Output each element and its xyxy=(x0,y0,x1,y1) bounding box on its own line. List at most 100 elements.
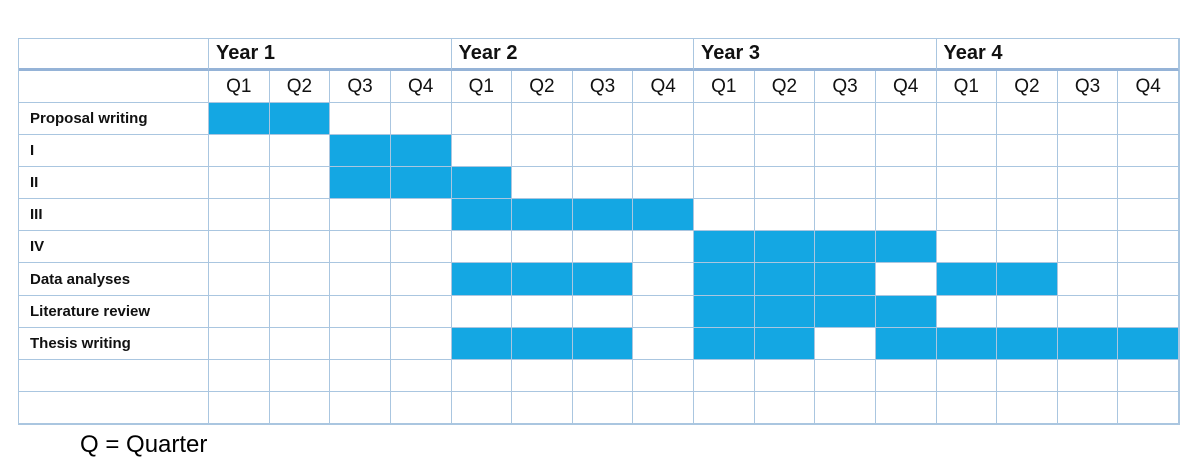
gantt-cell-filled xyxy=(633,199,694,232)
quarter-header-y1-q3: Q3 xyxy=(330,71,391,103)
corner-cell-quarter xyxy=(19,71,209,103)
gantt-cell xyxy=(330,391,391,424)
gantt-cell xyxy=(330,231,391,264)
gantt-cell xyxy=(1057,263,1119,296)
gantt-cell xyxy=(633,359,694,392)
gantt-cell xyxy=(330,327,391,360)
gantt-cell xyxy=(330,359,391,392)
gantt-cell xyxy=(330,263,391,296)
gantt-cell xyxy=(694,167,755,200)
quarter-header-y3-q1: Q1 xyxy=(694,71,755,103)
gantt-cell-filled xyxy=(1118,327,1179,360)
gantt-cell xyxy=(1057,391,1119,424)
gantt-cell xyxy=(330,199,391,232)
gantt-cell xyxy=(512,135,573,168)
gantt-cell xyxy=(512,167,573,200)
gantt-cell xyxy=(1057,135,1119,168)
quarter-header-y3-q2: Q2 xyxy=(754,71,816,103)
quarter-header-y2-q2: Q2 xyxy=(512,71,573,103)
gantt-cell xyxy=(1057,167,1119,200)
quarter-header-y2-q3: Q3 xyxy=(572,71,634,103)
gantt-cell xyxy=(451,135,513,168)
gantt-cell xyxy=(330,295,391,328)
gantt-cell xyxy=(1057,103,1119,136)
gantt-cell xyxy=(209,391,270,424)
gantt-cell xyxy=(936,167,998,200)
gantt-cell xyxy=(1118,135,1179,168)
gantt-cell xyxy=(572,135,634,168)
gantt-cell-filled xyxy=(875,295,937,328)
gantt-cell xyxy=(451,391,513,424)
gantt-cell xyxy=(390,359,452,392)
gantt-cell xyxy=(1057,295,1119,328)
gantt-cell-filled xyxy=(1057,327,1119,360)
gantt-cell xyxy=(512,295,573,328)
gantt-cell xyxy=(1057,359,1119,392)
gantt-cell xyxy=(997,167,1058,200)
year-header-3: Year 3 xyxy=(694,39,937,71)
gantt-cell xyxy=(754,103,816,136)
row-label-6: Data analyses xyxy=(19,263,209,296)
gantt-cell xyxy=(754,167,816,200)
year-header-4: Year 4 xyxy=(936,39,1179,71)
gantt-cell-filled xyxy=(815,231,876,264)
year-header-1: Year 1 xyxy=(209,39,452,71)
gantt-cell xyxy=(754,199,816,232)
gantt-cell xyxy=(209,359,270,392)
gantt-cell xyxy=(209,167,270,200)
gantt-cell xyxy=(815,327,876,360)
gantt-cell-filled xyxy=(997,263,1058,296)
legend-note: Q = Quarter xyxy=(80,431,208,458)
gantt-cell xyxy=(997,231,1058,264)
gantt-cell xyxy=(936,391,998,424)
gantt-cell xyxy=(330,103,391,136)
gantt-cell xyxy=(694,359,755,392)
gantt-cell xyxy=(451,359,513,392)
gantt-cell-filled xyxy=(390,135,452,168)
row-label-empty xyxy=(19,359,209,392)
gantt-cell-filled xyxy=(754,263,816,296)
gantt-cell xyxy=(269,327,331,360)
quarter-header-y4-q4: Q4 xyxy=(1118,71,1179,103)
gantt-cell xyxy=(936,103,998,136)
gantt-cell xyxy=(815,103,876,136)
gantt-cell xyxy=(1118,263,1179,296)
gantt-cell xyxy=(694,391,755,424)
gantt-cell xyxy=(997,391,1058,424)
gantt-cell xyxy=(209,327,270,360)
gantt-cell xyxy=(1118,167,1179,200)
gantt-cell xyxy=(936,359,998,392)
gantt-cell xyxy=(633,327,694,360)
gantt-cell xyxy=(572,359,634,392)
gantt-cell xyxy=(512,231,573,264)
gantt-cell-filled xyxy=(997,327,1058,360)
gantt-cell-filled xyxy=(875,327,937,360)
gantt-cell xyxy=(269,359,331,392)
gantt-cell xyxy=(754,359,816,392)
quarter-header-y2-q4: Q4 xyxy=(633,71,694,103)
row-label-4: III xyxy=(19,199,209,232)
gantt-cell xyxy=(209,199,270,232)
gantt-cell xyxy=(451,231,513,264)
quarter-header-y4-q3: Q3 xyxy=(1057,71,1119,103)
quarter-header-y1-q1: Q1 xyxy=(209,71,270,103)
gantt-cell xyxy=(269,199,331,232)
quarter-header-y3-q4: Q4 xyxy=(875,71,937,103)
gantt-cell-filled xyxy=(451,327,513,360)
gantt-cell xyxy=(815,135,876,168)
gantt-cell-filled xyxy=(512,327,573,360)
gantt-cell xyxy=(390,391,452,424)
gantt-cell xyxy=(754,391,816,424)
gantt-cell xyxy=(390,103,452,136)
gantt-cell-filled xyxy=(512,263,573,296)
gantt-cell xyxy=(572,167,634,200)
gantt-cell-filled xyxy=(451,167,513,200)
gantt-cell xyxy=(269,263,331,296)
quarter-header-y1-q2: Q2 xyxy=(269,71,331,103)
gantt-cell xyxy=(875,359,937,392)
row-label-2: I xyxy=(19,135,209,168)
gantt-cell-filled xyxy=(572,327,634,360)
gantt-cell-filled xyxy=(330,167,391,200)
gantt-cell xyxy=(269,135,331,168)
gantt-cell xyxy=(390,199,452,232)
